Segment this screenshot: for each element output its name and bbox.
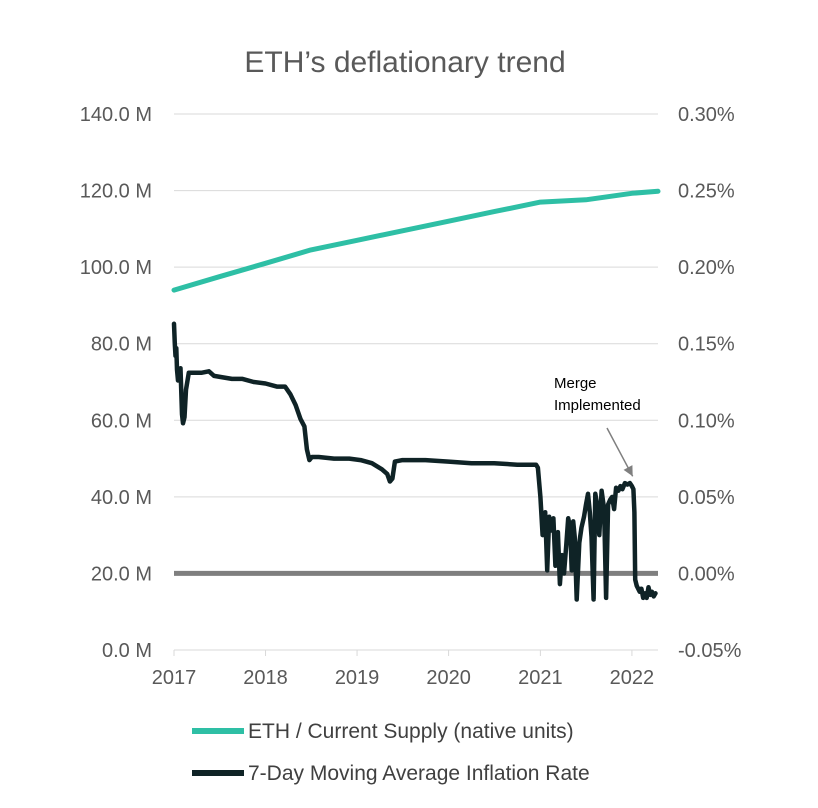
right-tick-label: 0.20% (678, 257, 735, 279)
right-tick-label: -0.05% (678, 640, 742, 662)
right-tick-label: 0.00% (678, 563, 735, 585)
merge-annotation: Merge Implemented (554, 375, 641, 477)
x-tick-label: 2021 (518, 667, 563, 689)
legend: ETH / Current Supply (native units) 7-Day… (192, 720, 590, 785)
x-tick-label: 2018 (243, 667, 288, 689)
x-tick-label: 2020 (426, 667, 471, 689)
chart-title: ETH’s deflationary trend (244, 46, 565, 79)
left-axis-ticks: 0.0 M 20.0 M 40.0 M 60.0 M 80.0 M 100.0 M 120.… (80, 104, 152, 662)
right-tick-label: 0.30% (678, 104, 735, 126)
annotation-text: Merge (554, 375, 597, 392)
legend-label: ETH / Current Supply (native units) (248, 720, 574, 743)
left-tick-label: 120.0 M (80, 181, 152, 203)
left-tick-label: 40.0 M (91, 487, 152, 509)
inflation-series-line (171, 321, 658, 602)
left-tick-label: 100.0 M (80, 257, 152, 279)
x-tick-label: 2019 (335, 667, 380, 689)
x-axis-ticks: 2017 2018 2019 2020 2021 2022 (152, 649, 658, 689)
left-tick-label: 140.0 M (80, 104, 152, 126)
right-tick-label: 0.25% (678, 181, 735, 203)
left-tick-label: 0.0 M (102, 640, 152, 662)
right-tick-label: 0.05% (678, 487, 735, 509)
right-tick-label: 0.15% (678, 334, 735, 356)
right-axis-ticks: -0.05% 0.00% 0.05% 0.10% 0.15% 0.20% 0.25% 0.30… (678, 104, 742, 662)
x-tick-label: 2017 (152, 667, 197, 689)
left-tick-label: 60.0 M (91, 410, 152, 432)
right-tick-label: 0.10% (678, 410, 735, 432)
left-tick-label: 80.0 M (91, 334, 152, 356)
left-tick-label: 20.0 M (91, 563, 152, 585)
series-lines (171, 188, 661, 602)
annotation-text: Implemented (554, 397, 641, 414)
annotation-arrowhead (623, 465, 633, 477)
x-tick-label: 2022 (610, 667, 655, 689)
supply-series-line (171, 188, 661, 293)
legend-label: 7-Day Moving Average Inflation Rate (248, 762, 590, 785)
